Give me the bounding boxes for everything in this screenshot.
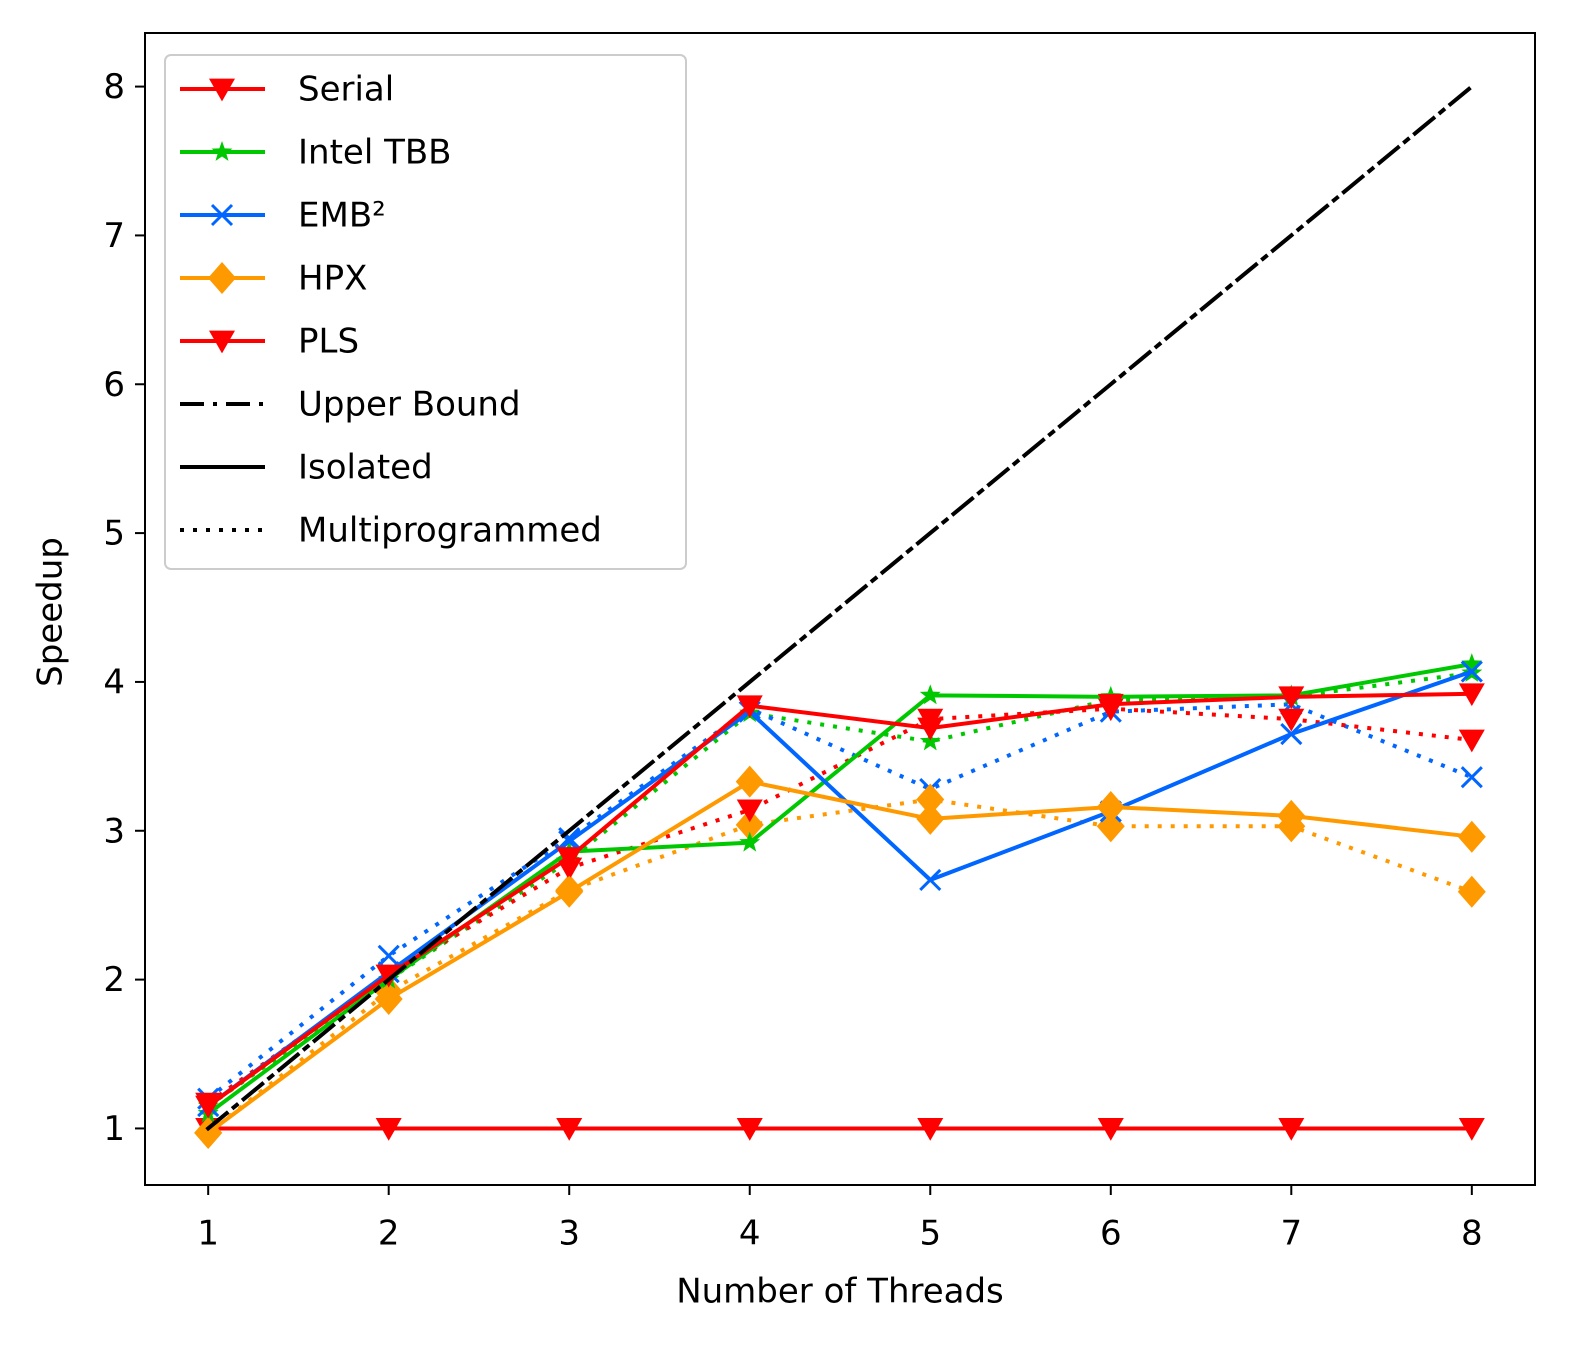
marker bbox=[735, 765, 764, 798]
legend-label: Upper Bound bbox=[298, 385, 521, 425]
marker-stroke bbox=[1460, 766, 1483, 789]
marker bbox=[1277, 799, 1306, 832]
marker bbox=[211, 141, 233, 161]
marker bbox=[919, 868, 942, 891]
series-line bbox=[205, 661, 1475, 1117]
x-tick-label: 3 bbox=[558, 1214, 580, 1254]
marker bbox=[919, 684, 941, 705]
marker bbox=[917, 1118, 944, 1141]
series-line bbox=[206, 702, 1473, 1101]
legend-label: Serial bbox=[298, 70, 394, 110]
marker bbox=[1280, 722, 1303, 746]
marker-stroke bbox=[1280, 722, 1303, 746]
marker bbox=[736, 695, 763, 719]
series-line bbox=[205, 779, 1475, 1136]
marker bbox=[374, 982, 403, 1015]
series-line bbox=[205, 83, 1475, 1132]
marker bbox=[377, 944, 400, 967]
marker-stroke bbox=[1460, 660, 1483, 683]
marker bbox=[1458, 729, 1485, 753]
y-tick-label: 4 bbox=[103, 662, 125, 702]
marker bbox=[736, 1118, 763, 1141]
marker bbox=[1457, 875, 1486, 908]
marker bbox=[735, 808, 764, 841]
marker bbox=[1096, 790, 1125, 823]
marker bbox=[210, 203, 234, 227]
marker bbox=[1461, 653, 1483, 673]
marker bbox=[739, 831, 761, 852]
legend-label: EMB² bbox=[298, 196, 386, 236]
series-line bbox=[205, 691, 1474, 1109]
legend: Serial Intel TBB EMB² HPX PLS Upper Bound Isol… bbox=[164, 54, 687, 570]
marker bbox=[1097, 1118, 1124, 1141]
plot-area bbox=[194, 83, 1486, 1149]
marker bbox=[209, 330, 235, 354]
marker bbox=[736, 799, 763, 823]
x-tick-label: 7 bbox=[1280, 1214, 1302, 1254]
marker bbox=[1458, 683, 1485, 707]
marker-stroke bbox=[919, 868, 942, 891]
legend-label: PLS bbox=[298, 322, 359, 362]
series-line bbox=[205, 668, 1475, 1109]
marker bbox=[917, 717, 944, 741]
series-line bbox=[206, 797, 1473, 1135]
x-tick-label: 2 bbox=[378, 1214, 400, 1254]
marker bbox=[555, 875, 584, 908]
marker bbox=[1097, 693, 1124, 717]
marker-stroke bbox=[377, 944, 400, 967]
legend-label: Intel TBB bbox=[298, 133, 452, 173]
x-tick-label: 4 bbox=[739, 1214, 761, 1254]
legend-frame bbox=[164, 54, 687, 570]
marker bbox=[1278, 1118, 1305, 1141]
marker bbox=[195, 1095, 222, 1119]
marker bbox=[556, 847, 583, 870]
y-tick-label: 6 bbox=[103, 365, 125, 405]
marker bbox=[916, 783, 945, 816]
marker bbox=[1457, 820, 1486, 853]
x-tick-label: 5 bbox=[919, 1214, 941, 1254]
legend-label: HPX bbox=[298, 259, 367, 299]
y-tick-label: 1 bbox=[103, 1109, 125, 1149]
marker bbox=[916, 802, 945, 835]
x-tick-label: 1 bbox=[197, 1214, 219, 1254]
marker bbox=[1278, 708, 1305, 732]
marker bbox=[375, 1118, 402, 1141]
marker bbox=[375, 964, 402, 988]
marker bbox=[1278, 686, 1305, 710]
y-axis-label: Speedup bbox=[31, 537, 71, 687]
marker bbox=[208, 262, 236, 294]
y-tick-label: 7 bbox=[103, 216, 125, 256]
marker bbox=[556, 1118, 583, 1141]
legend-label: Isolated bbox=[298, 448, 433, 488]
y-tick-label: 8 bbox=[103, 67, 125, 107]
legend-label: Multiprogrammed bbox=[298, 511, 602, 551]
y-tick-label: 5 bbox=[103, 514, 125, 554]
marker bbox=[1458, 1118, 1485, 1141]
marker bbox=[1460, 660, 1483, 683]
y-tick-label: 2 bbox=[103, 960, 125, 1000]
x-tick-label: 8 bbox=[1461, 1214, 1483, 1254]
y-tick-label: 3 bbox=[103, 811, 125, 851]
x-axis-label: Number of Threads bbox=[676, 1272, 1004, 1312]
marker bbox=[1460, 766, 1483, 789]
marker-stroke bbox=[210, 203, 234, 227]
marker bbox=[209, 78, 235, 102]
x-tick-label: 6 bbox=[1100, 1214, 1122, 1254]
plot-frame bbox=[144, 32, 1536, 1186]
